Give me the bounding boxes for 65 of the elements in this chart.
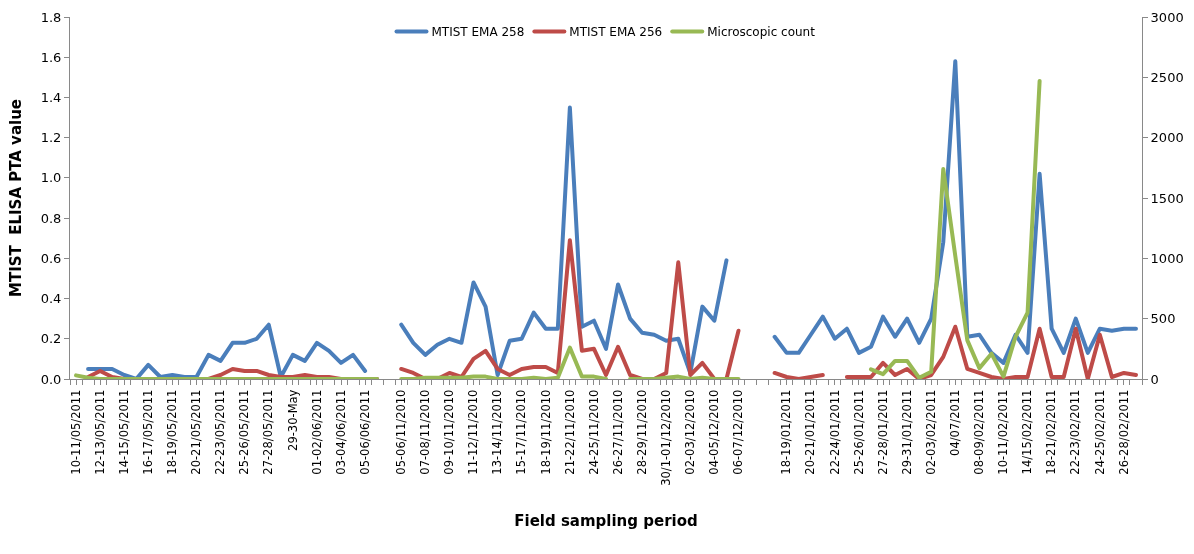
- x-tick-label: 24-25/02/2011: [1092, 389, 1107, 475]
- y2-tick-label: 3000: [1150, 9, 1184, 25]
- x-tick-label: 18-19/01/2011: [779, 389, 794, 475]
- x-tick-label: 20-21/01/2011: [803, 389, 818, 475]
- x-tick-label: 18-19/05/2011: [165, 389, 180, 475]
- x-tick-label: 27-28/01/2011: [875, 389, 890, 475]
- x-tick-label: 05-06/11/2010: [393, 389, 408, 475]
- y2-tick-label: 500: [1150, 311, 1176, 327]
- x-axis-title: Field sampling period: [514, 511, 698, 530]
- x-tick-label: 22-23/02/2011: [1068, 389, 1083, 475]
- x-tick-label: 18-21/02/2011: [1044, 389, 1059, 475]
- x-tick-label: 06-07/12/2010: [731, 389, 746, 475]
- y-axis-title: MTIST ELISA PTA value: [6, 98, 25, 298]
- x-tick-label: 10-11/02/2011: [996, 389, 1011, 475]
- x-tick-label: 09-10/11/2010: [442, 389, 457, 475]
- y-tick-label: 1.0: [40, 170, 62, 186]
- x-tick-label: 05-06/06/2011: [357, 389, 372, 475]
- x-tick-label: 13-14/11/2010: [490, 389, 505, 475]
- y-tick-label: 1.2: [40, 130, 62, 146]
- x-tick-label: 11-12/11/2010: [466, 389, 481, 475]
- y-tick-label: 1.4: [40, 89, 62, 105]
- y2-tick-label: 1000: [1150, 250, 1184, 266]
- x-tick-label: 24-25/11/2010: [586, 389, 601, 475]
- x-tick-label: 21-22/11/2010: [562, 389, 577, 475]
- x-tick-label: 15-17/11/2010: [514, 389, 529, 475]
- y-tick-label: 1.8: [40, 9, 62, 25]
- x-tick-label: 16-17/05/2011: [141, 389, 156, 475]
- x-tick-label: 18-19/11/2010: [538, 389, 553, 475]
- y-tick-label: 0.4: [40, 291, 62, 307]
- y-tick-label: 0.8: [40, 210, 62, 226]
- x-tick-label: 10-11/05/2011: [68, 389, 83, 475]
- x-tick-label: 26-27/11/2010: [610, 389, 625, 475]
- x-tick-label: 08-09/02/2011: [972, 389, 987, 475]
- y2-tick-label: 0: [1150, 371, 1159, 387]
- y-tick-label: 0.6: [40, 250, 62, 266]
- x-tick-label: 01-02/06/2011: [309, 389, 324, 475]
- x-tick-label: 04-05/12/2010: [707, 389, 722, 475]
- x-tick-label: 04/07/2011: [948, 389, 963, 456]
- y-tick-label: 0.2: [40, 331, 62, 347]
- x-tick-label: 27-28/05/2011: [261, 389, 276, 475]
- x-tick-label: 26-28/02/2011: [1116, 389, 1131, 475]
- x-tick-label: 25-26/05/2011: [237, 389, 252, 475]
- x-tick-label: 20-21/05/2011: [189, 389, 204, 475]
- y-tick-label: 1.6: [40, 49, 62, 65]
- y-tick-label: 0.0: [40, 371, 62, 387]
- x-tick-label: 02-03/02/2011: [923, 389, 938, 475]
- x-tick-label: 29-30-May: [285, 389, 300, 451]
- legend-label: Microscopic count: [707, 25, 816, 40]
- x-tick-label: 14-15/05/2011: [116, 389, 131, 475]
- x-tick-label: 22-23/05/2011: [213, 389, 228, 475]
- x-tick-label: 02-03/12/2010: [683, 389, 698, 475]
- x-tick-label: 29-31/01/2011: [899, 389, 914, 475]
- x-tick-label: 22-24/01/2011: [827, 389, 842, 475]
- x-tick-label: 30/1-01/12/2010: [658, 389, 673, 486]
- legend-label: MTIST EMA 256: [569, 25, 663, 40]
- x-tick-label: 07-08/11/2010: [418, 389, 433, 475]
- y2-tick-label: 2500: [1150, 69, 1184, 85]
- x-tick-label: 03-04/06/2011: [333, 389, 348, 475]
- x-tick-label: 28-29/11/2010: [634, 389, 649, 475]
- y2-tick-label: 2000: [1150, 130, 1184, 146]
- x-tick-label: 12-13/05/2011: [92, 389, 107, 475]
- y2-tick-label: 1500: [1150, 190, 1184, 206]
- x-tick-label: 25-26/01/2011: [851, 389, 866, 475]
- x-tick-label: 14/15/02/2011: [1020, 389, 1035, 475]
- legend-label: MTIST EMA 258: [431, 25, 525, 40]
